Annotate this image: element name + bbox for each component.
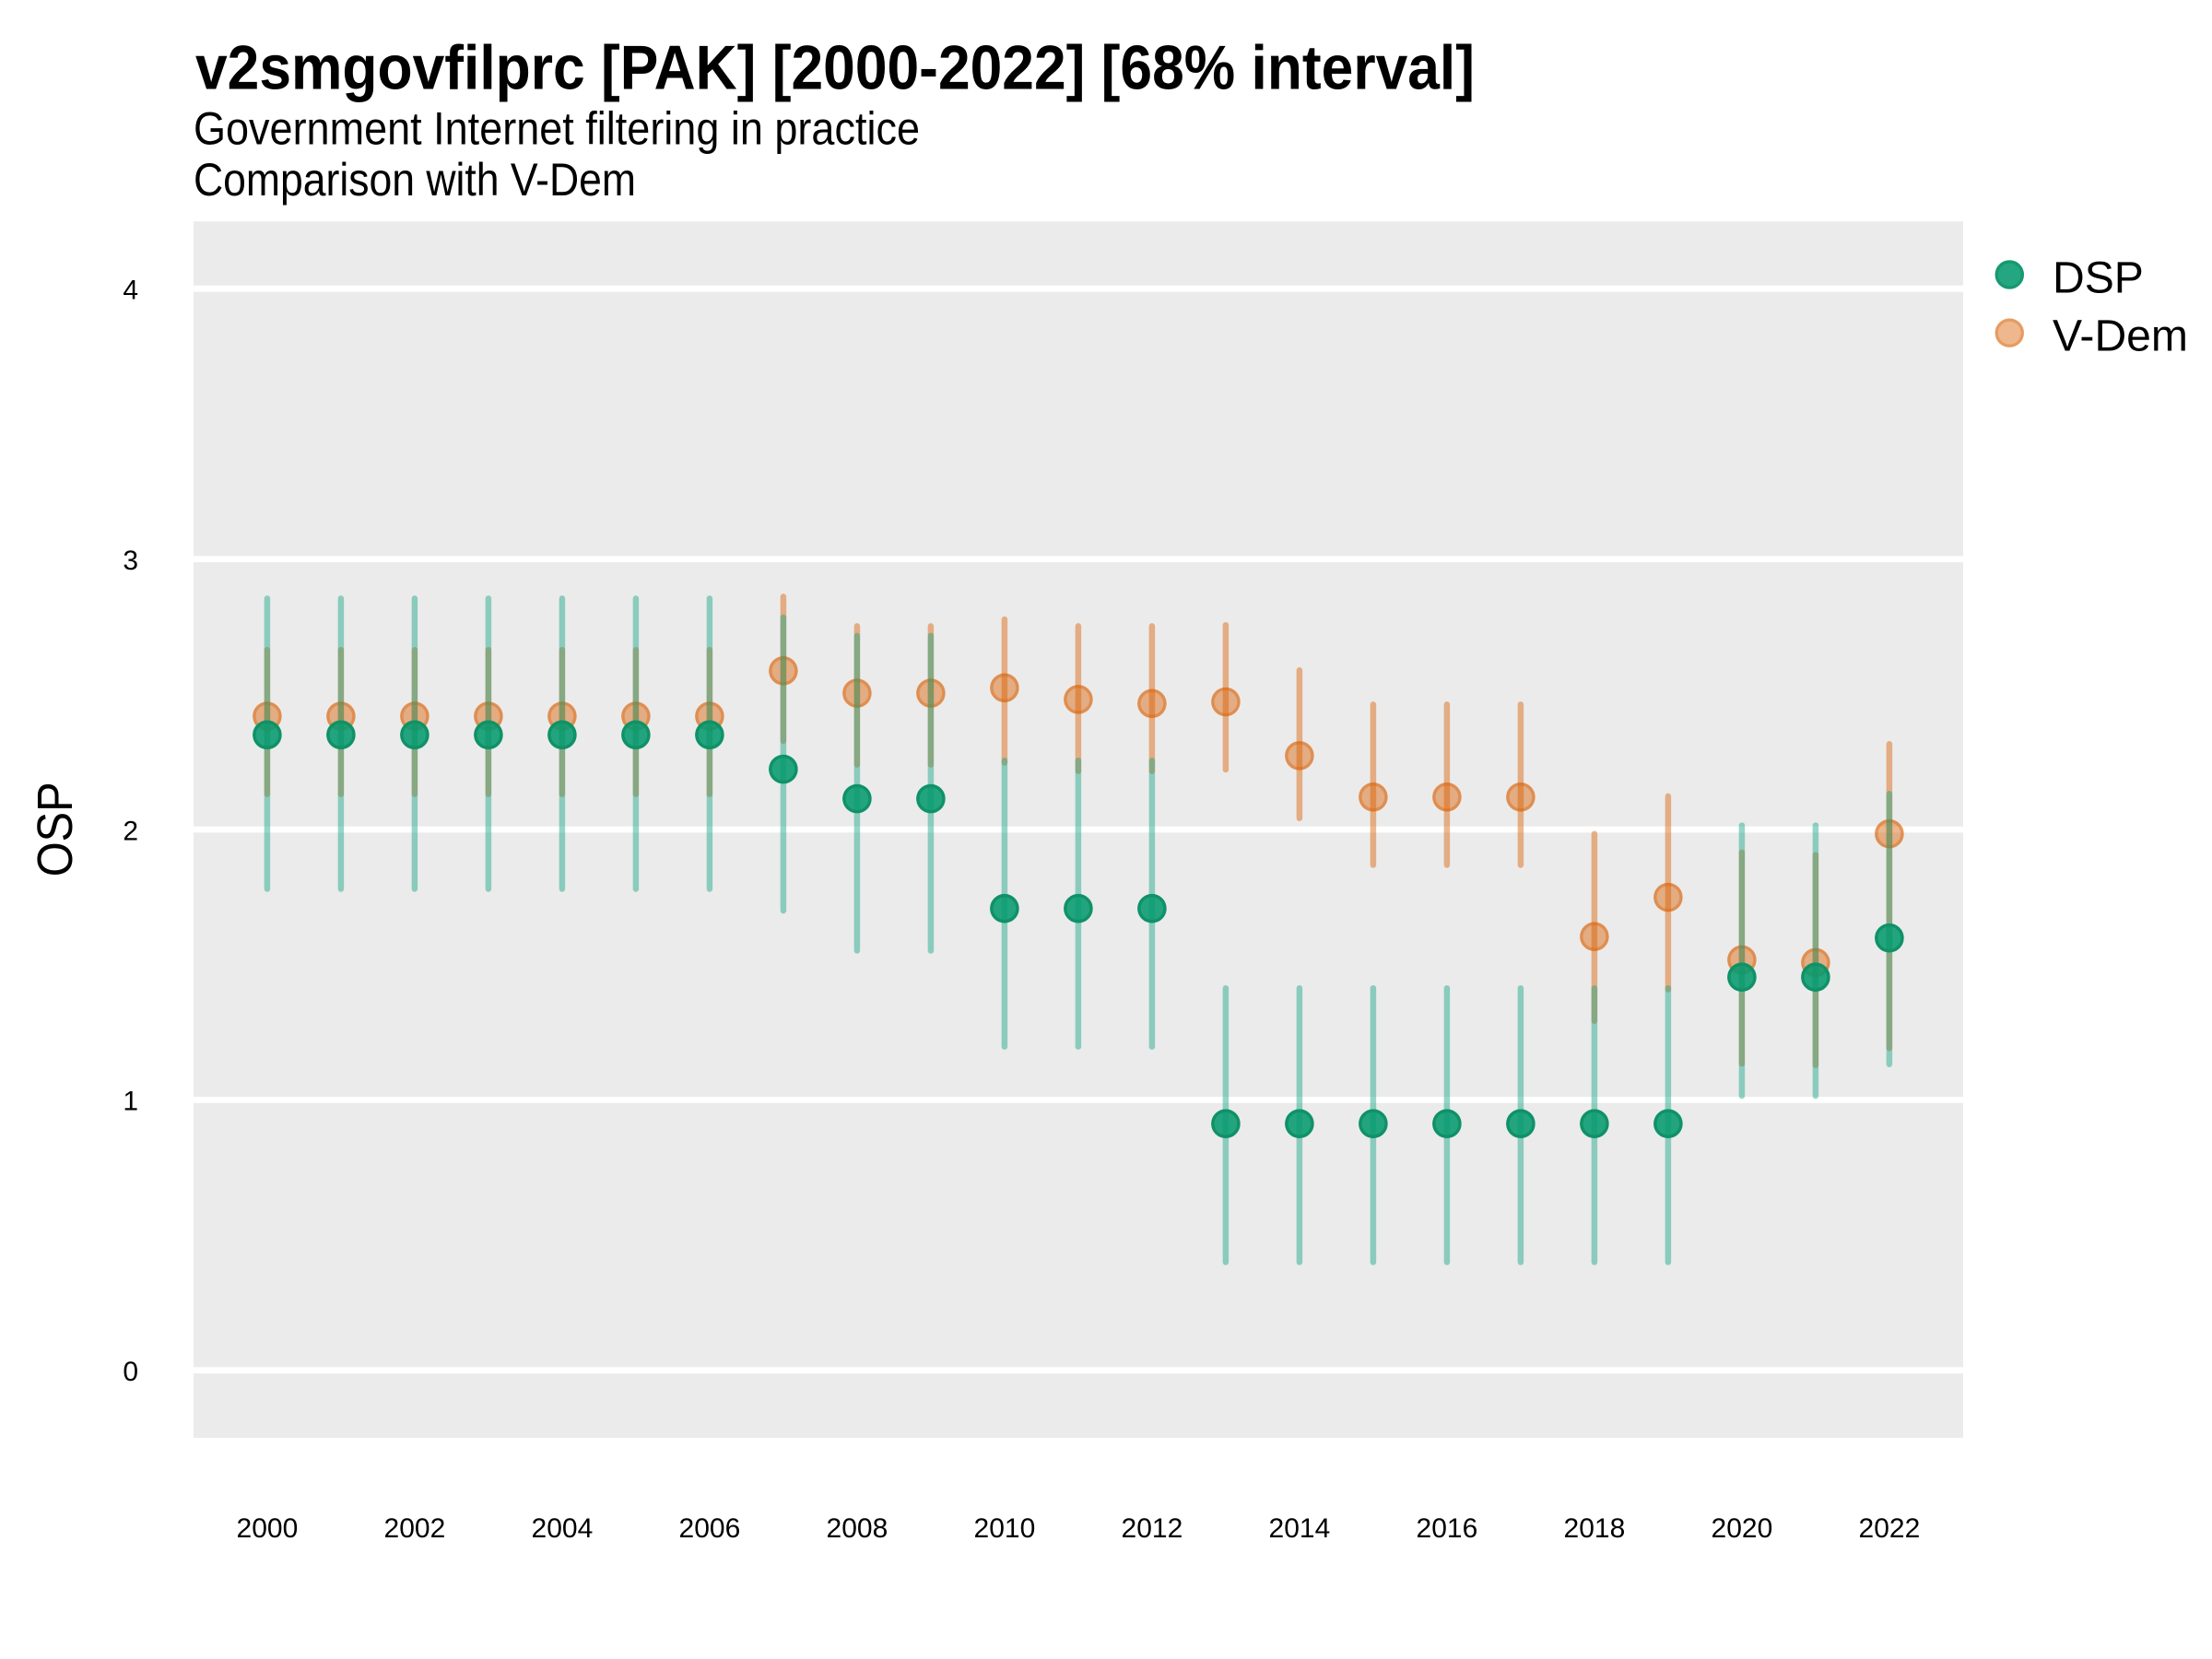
- svg-text:2008: 2008: [827, 1513, 888, 1544]
- svg-text:2012: 2012: [1122, 1513, 1183, 1544]
- svg-text:2014: 2014: [1269, 1513, 1331, 1544]
- svg-text:2002: 2002: [384, 1513, 446, 1544]
- svg-text:V-Dem: V-Dem: [2053, 312, 2188, 361]
- svg-text:2006: 2006: [679, 1513, 741, 1544]
- svg-text:1: 1: [123, 1087, 138, 1117]
- svg-text:v2smgovfilprc [PAK] [2000-2022: v2smgovfilprc [PAK] [2000-2022] [68% int…: [195, 32, 1475, 102]
- svg-text:4: 4: [123, 276, 138, 306]
- svg-text:0: 0: [123, 1357, 138, 1387]
- svg-text:2010: 2010: [974, 1513, 1036, 1544]
- svg-text:2004: 2004: [532, 1513, 594, 1544]
- svg-text:OSP: OSP: [29, 782, 83, 877]
- svg-text:2020: 2020: [1712, 1513, 1773, 1544]
- svg-text:2022: 2022: [1859, 1513, 1921, 1544]
- svg-text:2016: 2016: [1417, 1513, 1478, 1544]
- svg-text:Government Internet filtering: Government Internet filtering in practic…: [194, 103, 920, 155]
- svg-text:2000: 2000: [237, 1513, 299, 1544]
- svg-text:2: 2: [123, 816, 138, 846]
- svg-text:Comparison with V-Dem: Comparison with V-Dem: [194, 154, 636, 206]
- svg-text:DSP: DSP: [2053, 253, 2144, 303]
- svg-text:2018: 2018: [1564, 1513, 1626, 1544]
- svg-text:3: 3: [123, 546, 138, 576]
